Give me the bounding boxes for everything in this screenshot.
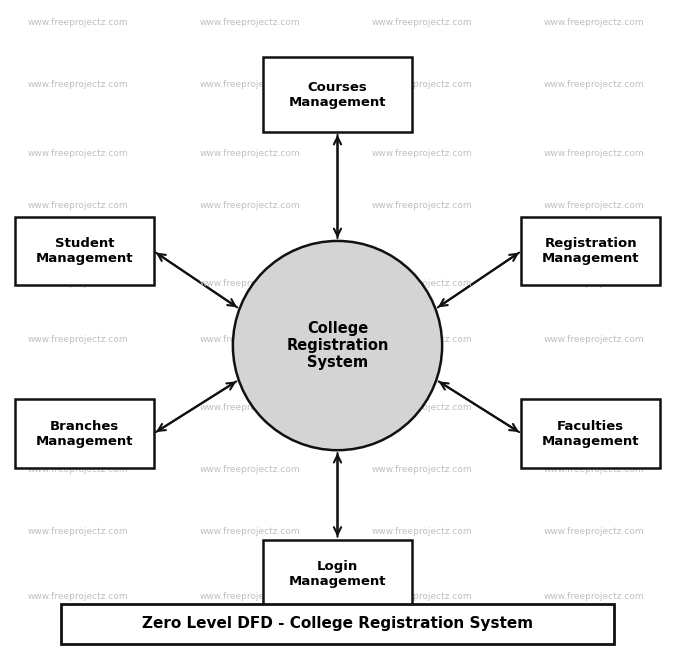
Text: www.freeprojectz.com: www.freeprojectz.com [543, 465, 645, 474]
Text: www.freeprojectz.com: www.freeprojectz.com [27, 592, 128, 601]
Text: www.freeprojectz.com: www.freeprojectz.com [371, 279, 472, 288]
FancyBboxPatch shape [16, 216, 153, 286]
FancyBboxPatch shape [16, 399, 153, 468]
FancyBboxPatch shape [521, 216, 659, 286]
FancyBboxPatch shape [263, 57, 412, 132]
Text: www.freeprojectz.com: www.freeprojectz.com [371, 201, 472, 210]
Text: www.freeprojectz.com: www.freeprojectz.com [371, 18, 472, 27]
Text: Zero Level DFD - College Registration System: Zero Level DFD - College Registration Sy… [142, 616, 533, 632]
Text: www.freeprojectz.com: www.freeprojectz.com [371, 80, 472, 89]
Text: www.freeprojectz.com: www.freeprojectz.com [199, 527, 300, 536]
FancyBboxPatch shape [61, 604, 614, 644]
Text: www.freeprojectz.com: www.freeprojectz.com [27, 465, 128, 474]
Text: www.freeprojectz.com: www.freeprojectz.com [371, 149, 472, 158]
Text: www.freeprojectz.com: www.freeprojectz.com [543, 334, 645, 344]
FancyBboxPatch shape [521, 399, 659, 468]
Text: www.freeprojectz.com: www.freeprojectz.com [27, 527, 128, 536]
Text: www.freeprojectz.com: www.freeprojectz.com [199, 149, 300, 158]
Text: www.freeprojectz.com: www.freeprojectz.com [199, 201, 300, 210]
Text: www.freeprojectz.com: www.freeprojectz.com [27, 279, 128, 288]
Text: www.freeprojectz.com: www.freeprojectz.com [27, 403, 128, 412]
Text: www.freeprojectz.com: www.freeprojectz.com [543, 592, 645, 601]
Text: www.freeprojectz.com: www.freeprojectz.com [371, 465, 472, 474]
Text: www.freeprojectz.com: www.freeprojectz.com [27, 80, 128, 89]
Text: www.freeprojectz.com: www.freeprojectz.com [543, 527, 645, 536]
Text: www.freeprojectz.com: www.freeprojectz.com [543, 201, 645, 210]
Text: www.freeprojectz.com: www.freeprojectz.com [543, 279, 645, 288]
Text: Registration
Management: Registration Management [542, 237, 639, 265]
Text: www.freeprojectz.com: www.freeprojectz.com [27, 334, 128, 344]
Text: www.freeprojectz.com: www.freeprojectz.com [371, 527, 472, 536]
Text: www.freeprojectz.com: www.freeprojectz.com [199, 592, 300, 601]
Text: Student
Management: Student Management [36, 237, 133, 265]
Text: www.freeprojectz.com: www.freeprojectz.com [543, 403, 645, 412]
Text: www.freeprojectz.com: www.freeprojectz.com [199, 403, 300, 412]
Text: www.freeprojectz.com: www.freeprojectz.com [199, 465, 300, 474]
Text: www.freeprojectz.com: www.freeprojectz.com [543, 149, 645, 158]
Ellipse shape [233, 241, 442, 450]
FancyBboxPatch shape [263, 540, 412, 608]
Text: www.freeprojectz.com: www.freeprojectz.com [199, 279, 300, 288]
Text: College
Registration
System: College Registration System [286, 321, 389, 370]
Text: www.freeprojectz.com: www.freeprojectz.com [371, 334, 472, 344]
Text: Login
Management: Login Management [289, 560, 386, 587]
Text: www.freeprojectz.com: www.freeprojectz.com [371, 592, 472, 601]
Text: www.freeprojectz.com: www.freeprojectz.com [199, 334, 300, 344]
Text: www.freeprojectz.com: www.freeprojectz.com [27, 201, 128, 210]
Text: Courses
Management: Courses Management [289, 81, 386, 108]
Text: www.freeprojectz.com: www.freeprojectz.com [199, 18, 300, 27]
Text: www.freeprojectz.com: www.freeprojectz.com [543, 18, 645, 27]
Text: www.freeprojectz.com: www.freeprojectz.com [543, 80, 645, 89]
Text: Branches
Management: Branches Management [36, 420, 133, 447]
Text: www.freeprojectz.com: www.freeprojectz.com [27, 149, 128, 158]
Text: Faculties
Management: Faculties Management [542, 420, 639, 447]
Text: www.freeprojectz.com: www.freeprojectz.com [27, 18, 128, 27]
Text: www.freeprojectz.com: www.freeprojectz.com [371, 403, 472, 412]
Text: www.freeprojectz.com: www.freeprojectz.com [199, 80, 300, 89]
